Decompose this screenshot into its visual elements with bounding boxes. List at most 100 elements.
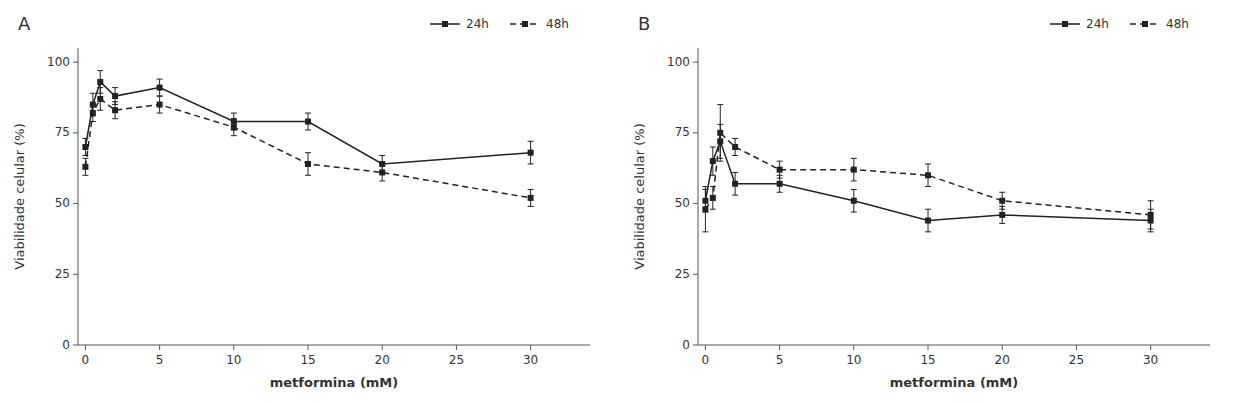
error-bar [1148, 209, 1154, 232]
error-cap [112, 118, 118, 119]
x-tick [1076, 345, 1077, 350]
point [999, 212, 1005, 218]
y-tick [693, 345, 698, 346]
error-stem [720, 105, 721, 162]
error-cap [999, 223, 1005, 224]
error-cap [90, 121, 96, 122]
figure: A0255075100051015202530metformina (mM)Vi… [0, 0, 1240, 403]
x-tick-label: 10 [846, 353, 861, 367]
panel-label: B [638, 13, 650, 34]
error-cap [112, 87, 118, 88]
error-cap [305, 113, 311, 114]
y-axis-label: Viabilidade celular (%) [632, 123, 647, 269]
y-tick-label: 0 [62, 338, 70, 352]
panel: A0255075100051015202530metformina (mM)Vi… [12, 13, 590, 390]
y-tick-label: 50 [675, 196, 690, 210]
x-tick [456, 345, 457, 350]
error-bar [112, 88, 118, 105]
error-cap [732, 195, 738, 196]
x-tick [1150, 345, 1151, 350]
error-bar [90, 93, 96, 116]
error-cap [379, 172, 385, 173]
error-cap [305, 152, 311, 153]
point [851, 167, 857, 173]
error-bar [528, 189, 534, 206]
error-cap [97, 93, 103, 94]
error-cap [710, 186, 716, 187]
point [1148, 218, 1154, 224]
error-cap [82, 155, 88, 156]
error-bar [157, 79, 163, 96]
error-cap [777, 192, 783, 193]
error-cap [528, 163, 534, 164]
error-bar [999, 192, 1005, 209]
x-tick-label: 0 [702, 353, 710, 367]
y-tick-label: 25 [675, 267, 690, 281]
error-cap [97, 70, 103, 71]
error-cap [717, 158, 723, 159]
error-cap [710, 175, 716, 176]
error-bar [112, 102, 118, 119]
legend-label: 48h [546, 17, 569, 31]
legend-label: 24h [1086, 17, 1109, 31]
error-cap [1148, 231, 1154, 232]
error-cap [732, 172, 738, 173]
y-axis-label: Viabilidade celular (%) [12, 123, 27, 269]
y-tick [693, 62, 698, 63]
error-cap [1148, 209, 1154, 210]
error-bar [717, 105, 723, 162]
background [0, 0, 1240, 403]
error-bar [732, 172, 738, 195]
series-line [705, 133, 1150, 215]
error-cap [82, 158, 88, 159]
plot-area [702, 105, 1153, 232]
error-bar [777, 161, 783, 178]
point [157, 85, 163, 91]
error-cap [702, 231, 708, 232]
error-cap [999, 206, 1005, 207]
series-line [85, 99, 530, 198]
x-tick-label: 15 [300, 353, 315, 367]
x-tick-label: 10 [226, 353, 241, 367]
error-bar [925, 209, 931, 232]
legend-marker [1062, 21, 1068, 27]
point [90, 102, 96, 108]
error-cap [777, 175, 783, 176]
y-tick [73, 274, 78, 275]
point [851, 198, 857, 204]
error-bar [851, 158, 857, 181]
error-cap [157, 113, 163, 114]
error-bar [732, 139, 738, 156]
point [732, 144, 738, 150]
point [777, 181, 783, 187]
x-tick-label: 20 [375, 353, 390, 367]
x-tick [853, 345, 854, 350]
error-cap [82, 138, 88, 139]
x-tick [928, 345, 929, 350]
y-tick [693, 203, 698, 204]
error-cap [777, 161, 783, 162]
point [82, 144, 88, 150]
legend: 24h48h [1050, 17, 1189, 31]
point [97, 96, 103, 102]
error-cap [925, 209, 931, 210]
point [112, 107, 118, 113]
error-bar [97, 71, 103, 94]
point [528, 150, 534, 156]
error-cap [717, 124, 723, 125]
point [157, 102, 163, 108]
error-cap [305, 130, 311, 131]
x-tick [530, 345, 531, 350]
point [379, 161, 385, 167]
error-cap [82, 175, 88, 176]
x-tick [85, 345, 86, 350]
point [999, 198, 1005, 204]
error-bar [82, 139, 88, 156]
x-tick-label: 20 [995, 353, 1010, 367]
error-cap [851, 189, 857, 190]
y-tick-label: 50 [55, 196, 70, 210]
error-cap [710, 209, 716, 210]
error-cap [702, 212, 708, 213]
x-tick-label: 25 [449, 353, 464, 367]
panel-label: A [18, 13, 31, 34]
